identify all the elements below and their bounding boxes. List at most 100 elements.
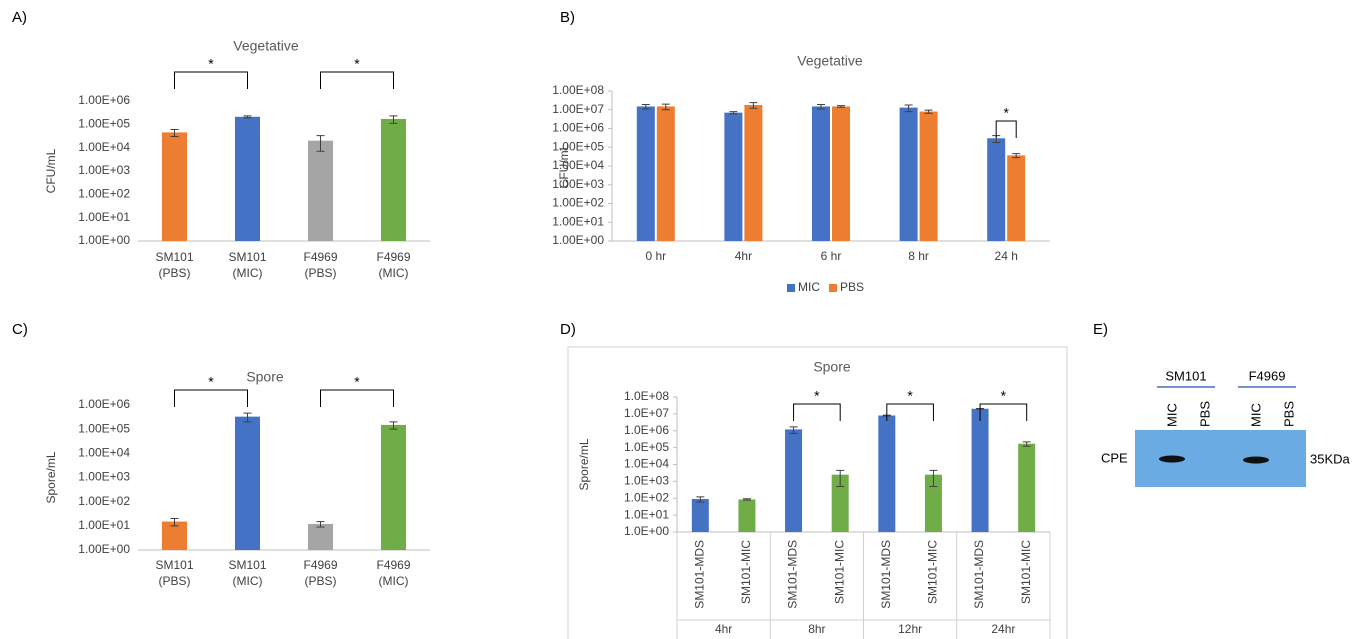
- y-tick-label: 1.00E+02: [78, 494, 130, 508]
- y-tick-label: 1.0E+05: [624, 440, 669, 454]
- y-tick-label: 1.0E+07: [624, 406, 669, 420]
- bar: [920, 112, 938, 241]
- lane-label: MIC: [1164, 403, 1179, 427]
- significance-bracket: [321, 72, 394, 89]
- significance-label: *: [1001, 388, 1007, 404]
- x-tick-label: (PBS): [158, 266, 190, 280]
- x-group-label: 24hr: [991, 622, 1015, 636]
- bar: [744, 105, 762, 241]
- x-tick-label: (PBS): [304, 574, 336, 588]
- bar: [308, 524, 333, 550]
- bar: [1007, 155, 1025, 241]
- bar: [235, 417, 260, 550]
- chart: C)SporeSpore/mL1.00E+001.00E+011.00E+021…: [12, 321, 430, 588]
- y-tick-label: 1.00E+05: [552, 139, 604, 153]
- y-tick-label: 1.00E+06: [78, 93, 130, 107]
- bar: [162, 132, 187, 241]
- significance-label: *: [814, 388, 820, 404]
- legend-label: PBS: [840, 280, 864, 294]
- y-tick-label: 1.00E+01: [78, 210, 130, 224]
- bar: [900, 108, 918, 241]
- x-tick-label: 8 hr: [908, 249, 929, 263]
- x-tick-label: SM101-MDS: [972, 540, 986, 609]
- bar: [738, 499, 755, 532]
- significance-bracket: [175, 72, 248, 89]
- y-tick-label: 1.00E+02: [78, 187, 130, 201]
- x-tick-label: 0 hr: [645, 249, 666, 263]
- blot-band: [1159, 456, 1185, 463]
- bar: [832, 106, 850, 241]
- y-tick-label: 1.0E+02: [624, 490, 669, 504]
- legend-label: MIC: [798, 280, 820, 294]
- x-tick-label: F4969: [303, 558, 337, 572]
- x-tick-label: SM101-MDS: [692, 540, 706, 609]
- blot-band: [1243, 457, 1269, 464]
- x-tick-label: F4969: [303, 250, 337, 264]
- group-label: SM101: [1165, 368, 1206, 383]
- panel-label: E): [1093, 321, 1108, 338]
- chart-title: Vegetative: [233, 38, 299, 54]
- y-tick-label: 1.00E+02: [552, 196, 604, 210]
- bar: [1018, 444, 1035, 532]
- significance-bracket: [175, 390, 248, 407]
- x-tick-label: F4969: [376, 250, 410, 264]
- lane-label: MIC: [1248, 403, 1263, 427]
- bar: [657, 106, 675, 241]
- x-tick-label: SM101-MIC: [926, 540, 940, 604]
- y-tick-label: 1.0E+08: [624, 389, 669, 403]
- x-tick-label: SM101: [155, 250, 193, 264]
- y-tick-label: 1.00E+04: [78, 140, 130, 154]
- x-group-label: 12hr: [898, 622, 922, 636]
- y-tick-label: 1.00E+06: [552, 121, 604, 135]
- size-label: 35KDa: [1310, 451, 1351, 466]
- x-tick-label: SM101: [228, 558, 266, 572]
- bar: [381, 119, 406, 241]
- significance-bracket: [321, 390, 394, 407]
- x-tick-label: SM101-MIC: [739, 540, 753, 604]
- x-tick-label: SM101: [228, 250, 266, 264]
- y-tick-label: 1.00E+05: [78, 421, 130, 435]
- x-tick-label: 6 hr: [821, 249, 842, 263]
- y-tick-label: 1.0E+03: [624, 474, 669, 488]
- x-tick-label: (PBS): [304, 266, 336, 280]
- y-tick-label: 1.0E+06: [624, 423, 669, 437]
- y-tick-label: 1.00E+04: [552, 158, 604, 172]
- significance-label: *: [354, 374, 360, 390]
- x-tick-label: SM101-MDS: [879, 540, 893, 609]
- bar: [878, 416, 895, 532]
- y-tick-label: 1.00E+03: [78, 470, 130, 484]
- chart: D)SporeSpore/mL1.0E+001.0E+011.0E+021.0E…: [560, 321, 1067, 639]
- panel-label: C): [12, 321, 28, 338]
- y-tick-label: 1.0E+04: [624, 457, 669, 471]
- bar: [381, 425, 406, 550]
- x-tick-label: SM101-MIC: [832, 540, 846, 604]
- significance-label: *: [354, 56, 360, 72]
- x-tick-label: (MIC): [379, 574, 409, 588]
- x-tick-label: (MIC): [233, 266, 263, 280]
- legend-swatch: [787, 284, 795, 292]
- y-axis-label: CFU/mL: [44, 148, 58, 193]
- figure: E) SM101 F4969 MIC PBS MIC PBS CPE 35KDa…: [0, 0, 1369, 639]
- x-tick-label: (MIC): [233, 574, 263, 588]
- bar: [692, 499, 709, 532]
- row-label: CPE: [1101, 450, 1128, 465]
- bar: [235, 117, 260, 241]
- x-group-label: 4hr: [715, 622, 732, 636]
- panel-label: D): [560, 321, 576, 338]
- y-tick-label: 1.00E+00: [78, 233, 130, 247]
- x-tick-label: SM101-MDS: [786, 540, 800, 609]
- bar: [785, 429, 802, 532]
- chart-title: Spore: [246, 369, 284, 385]
- y-axis-label: Spore/mL: [577, 438, 591, 490]
- bar: [308, 141, 333, 241]
- x-tick-label: 24 h: [995, 249, 1018, 263]
- lane-label: PBS: [1281, 401, 1296, 427]
- significance-label: *: [1003, 105, 1009, 121]
- chart: A) Vegetative CFU/mL 1.00E+00 1.00E+01 1.00E+…: [12, 9, 430, 280]
- panel-label: A): [12, 9, 27, 26]
- x-group-label: 8hr: [808, 622, 825, 636]
- group-label: F4969: [1249, 368, 1286, 383]
- bar: [812, 106, 830, 241]
- y-tick-label: 1.0E+01: [624, 507, 669, 521]
- y-tick-label: 1.00E+07: [552, 102, 604, 116]
